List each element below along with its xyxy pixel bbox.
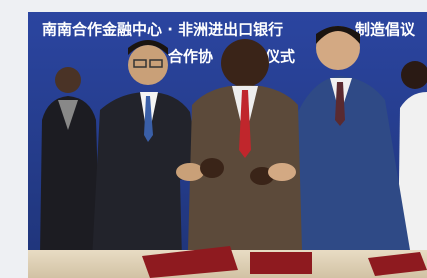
banner-line1: 南南合作金融中心 · 非洲进出口银行 [42, 21, 283, 39]
page: 南南合作金融中心 · 非洲进出口银行 制造倡议 合作协 议仪式 [0, 0, 427, 278]
banner-line1-end: 制造倡议 [355, 21, 416, 39]
banner-line2: 合作协 [167, 48, 213, 66]
photo: 南南合作金融中心 · 非洲进出口银行 制造倡议 合作协 议仪式 [0, 0, 427, 278]
